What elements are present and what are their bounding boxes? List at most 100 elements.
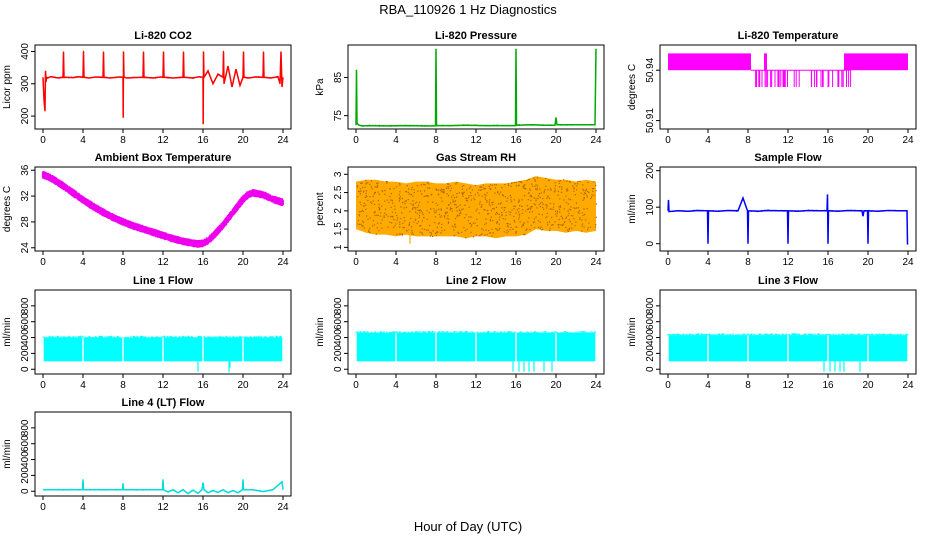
y-tick-label: 200 (645, 345, 656, 362)
x-tick-label: 16 (197, 502, 209, 513)
chart-panel: Li-820 Pressure kPa 0 4 8 12 16 20 24 75 85 (315, 30, 605, 146)
x-tick-label: 0 (40, 257, 46, 268)
x-tick-label: 4 (705, 135, 711, 146)
y-tick-label: 400 (645, 329, 656, 346)
x-tick-label: 8 (120, 380, 126, 391)
plot-area (667, 194, 909, 245)
y-axis-label: Licor ppm (2, 65, 13, 109)
y-tick-label: 1 (333, 244, 344, 250)
x-tick-label: 4 (393, 135, 399, 146)
plot-area (356, 176, 598, 244)
chart-panel: Sample Flow ml/min 0 4 8 12 16 20 24 0 100 200 (627, 152, 917, 268)
flow-edge (667, 333, 909, 336)
x-tick-label: 20 (862, 380, 874, 391)
chart-title: Li-820 Temperature (738, 30, 839, 42)
y-tick-label: 400 (20, 451, 31, 468)
x-tick-label: 8 (120, 135, 126, 146)
y-axis-label: ml/min (627, 194, 638, 223)
x-tick-label: 8 (745, 257, 751, 268)
x-tick-label: 24 (590, 257, 602, 268)
x-tick-label: 20 (550, 380, 562, 391)
y-tick-label: 28 (20, 216, 31, 228)
y-axis-label: ml/min (315, 317, 326, 346)
flow-gaps (355, 332, 597, 362)
x-tick-label: 0 (665, 380, 671, 391)
y-axis-label: kPa (315, 78, 326, 96)
level-band (844, 53, 851, 71)
x-tick-label: 0 (40, 135, 46, 146)
x-tick-label: 12 (782, 380, 794, 391)
x-tick-label: 24 (902, 257, 914, 268)
y-axis-label: degrees C (627, 64, 638, 110)
scatter-band (41, 171, 284, 248)
series-noise (43, 479, 283, 494)
y-tick-label: 400 (20, 43, 31, 60)
y-tick-label: 800 (333, 297, 344, 314)
x-tick-label: 20 (237, 380, 249, 391)
x-tick-label: 0 (40, 502, 46, 513)
x-tick-label: 12 (157, 135, 169, 146)
x-tick-label: 12 (782, 135, 794, 146)
chart-title: Sample Flow (754, 152, 822, 164)
flow-dips (197, 361, 231, 373)
chart-panel: Line 3 Flow ml/min 0 4 8 12 16 20 24 0 20040060080… (627, 275, 917, 391)
x-tick-label: 24 (902, 380, 914, 391)
y-tick-label: 2 (333, 208, 344, 214)
x-tick-label: 8 (120, 257, 126, 268)
x-tick-label: 4 (705, 257, 711, 268)
x-tick-label: 0 (665, 257, 671, 268)
x-tick-label: 4 (393, 257, 399, 268)
x-tick-label: 4 (80, 257, 86, 268)
series-line (355, 48, 597, 127)
y-tick-label: 200 (20, 345, 31, 362)
x-tick-label: 24 (277, 135, 289, 146)
flow-gaps (42, 337, 284, 362)
y-tick-label: 800 (20, 419, 31, 436)
x-tick-label: 12 (470, 257, 482, 268)
plot-area (41, 171, 284, 248)
y-axis-label: ml/min (2, 439, 13, 468)
x-tick-label: 20 (550, 135, 562, 146)
y-tick-label: 200 (333, 345, 344, 362)
y-tick-label: 24 (20, 242, 31, 254)
x-tick-label: 16 (822, 257, 834, 268)
x-tick-label: 8 (745, 135, 751, 146)
y-tick-label: 200 (645, 162, 656, 179)
flow-dips (823, 361, 861, 372)
x-tick-label: 0 (40, 380, 46, 391)
chart-title: Line 2 Flow (446, 275, 506, 287)
level-switching (844, 69, 852, 87)
flow-dips (512, 361, 553, 372)
chart-title: Line 4 (LT) Flow (122, 397, 205, 409)
chart-panel: Line 4 (LT) Flow ml/min 0 4 8 12 16 20 24 0 200400… (2, 397, 292, 513)
y-tick-label: 800 (645, 297, 656, 314)
level-switching (751, 69, 764, 87)
x-tick-label: 12 (470, 135, 482, 146)
x-tick-label: 16 (510, 135, 522, 146)
x-tick-label: 4 (80, 380, 86, 391)
series-noise (42, 50, 284, 106)
figure-xlabel: Hour of Day (UTC) (414, 519, 522, 534)
x-tick-label: 8 (120, 502, 126, 513)
y-tick-label: 600 (333, 313, 344, 330)
level-band (668, 53, 728, 71)
level-band (728, 53, 751, 71)
chart-panel: Gas Stream RH percent 0 4 8 12 16 20 24 1 1.5 2 2.5 3 (315, 152, 605, 268)
plot-area (667, 333, 909, 372)
x-tick-label: 16 (822, 380, 834, 391)
y-tick-label: 85 (333, 71, 344, 83)
y-axis-label: percent (315, 192, 326, 226)
plot-area (355, 330, 597, 372)
flow-gaps (667, 335, 909, 362)
x-tick-label: 0 (353, 257, 359, 268)
figure-title: RBA_110926 1 Hz Diagnostics (379, 2, 557, 17)
x-tick-label: 4 (705, 380, 711, 391)
x-tick-label: 8 (745, 380, 751, 391)
flow-edge (42, 335, 284, 338)
x-tick-label: 12 (157, 257, 169, 268)
chart-title: Line 3 Flow (758, 275, 818, 287)
plot-area (43, 479, 284, 495)
x-tick-label: 16 (197, 257, 209, 268)
y-tick-label: 200 (20, 107, 31, 124)
